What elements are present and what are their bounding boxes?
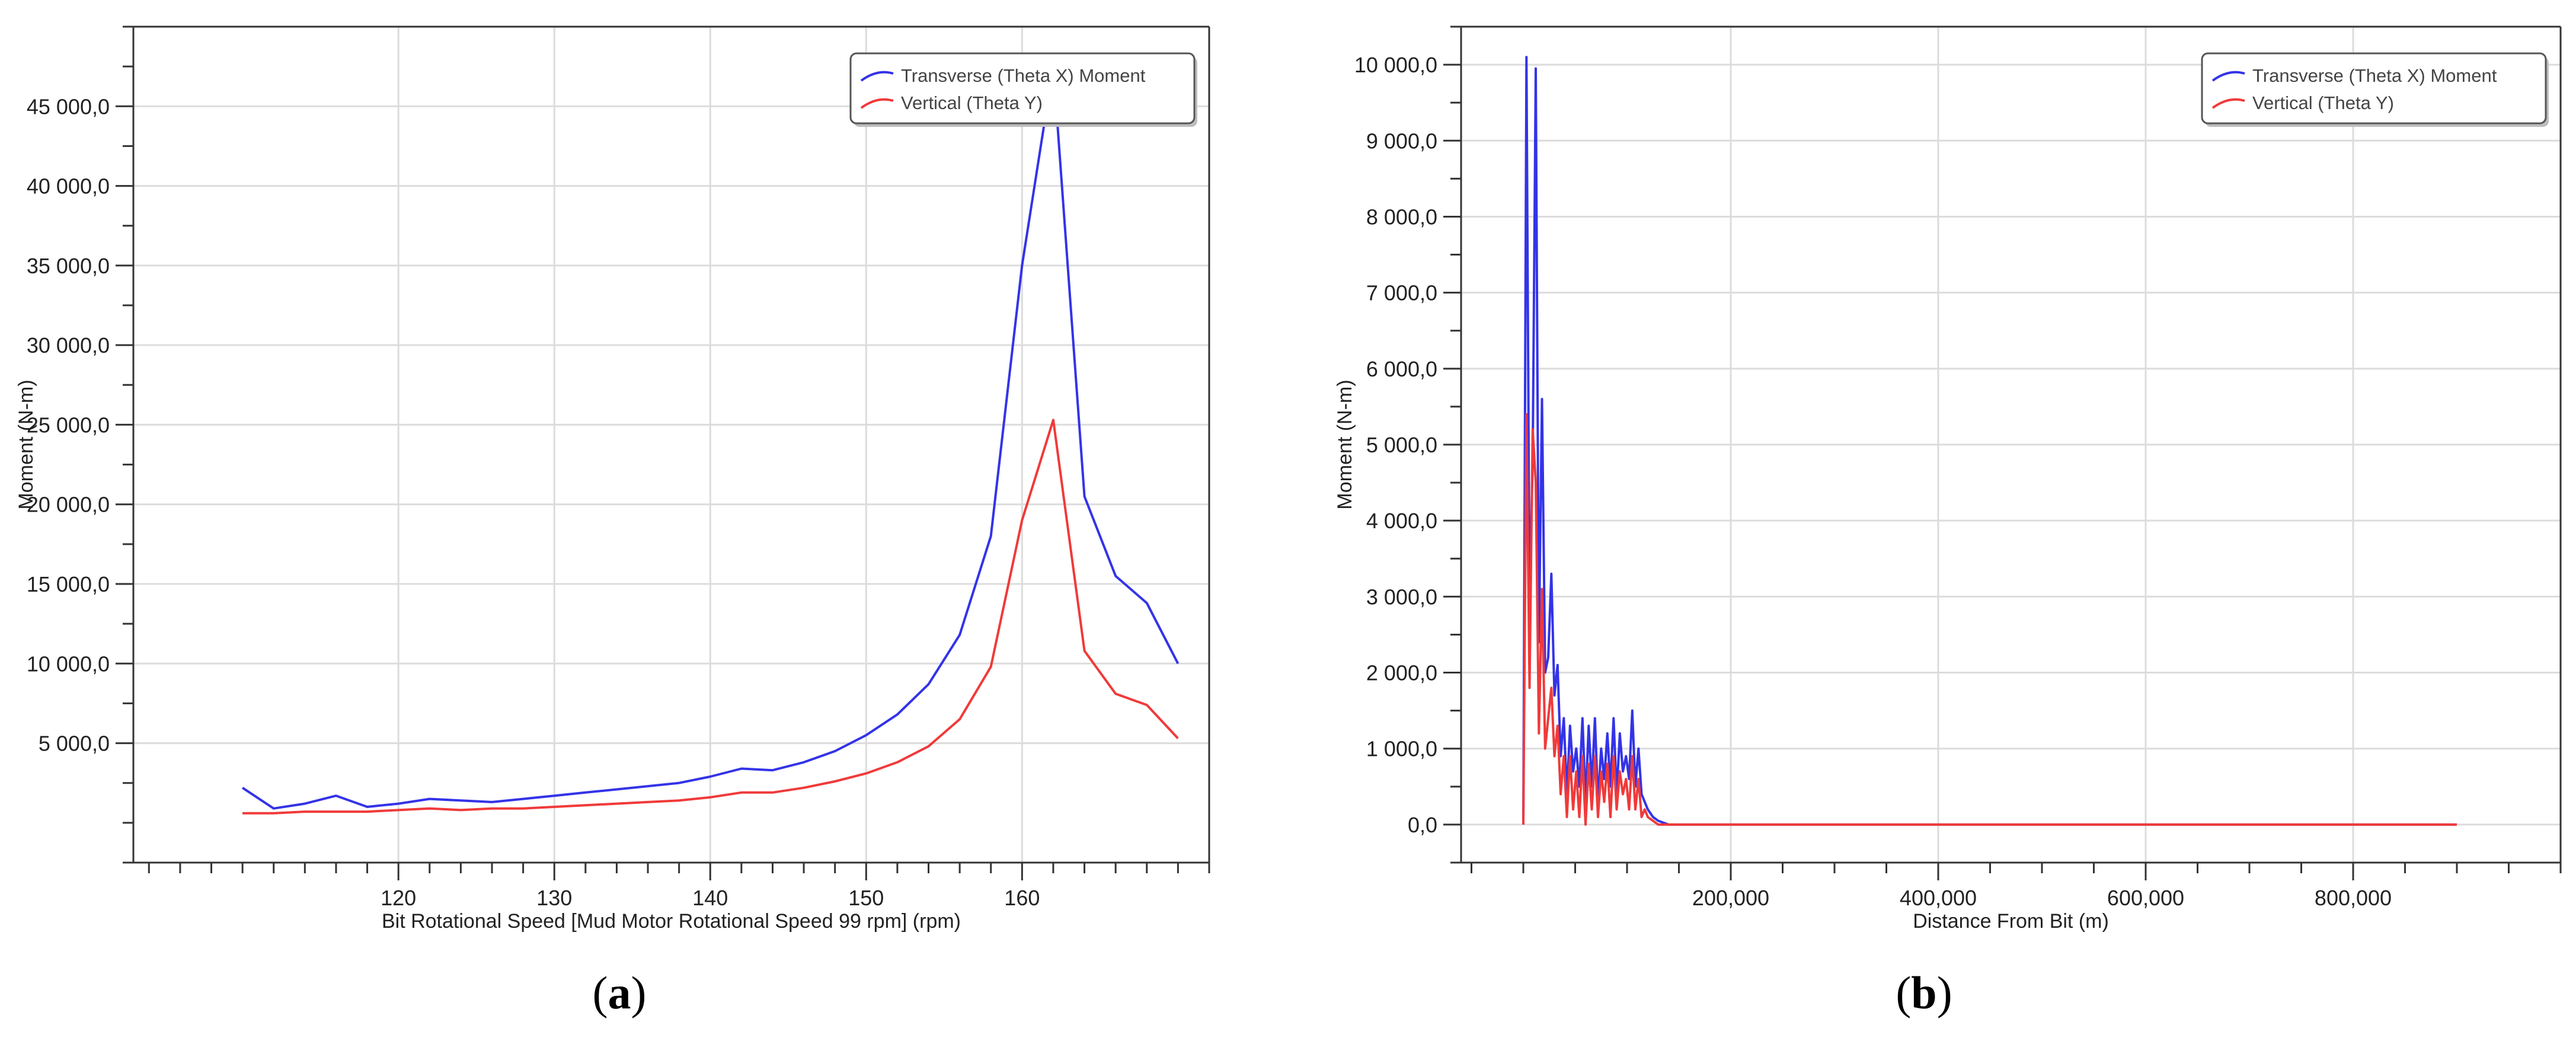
y-tick-label: 1 000,0 xyxy=(1366,737,1437,761)
legend-label: Vertical (Theta Y) xyxy=(901,92,1043,113)
y-tick-label: 0,0 xyxy=(1408,813,1437,837)
y-tick-label: 45 000,0 xyxy=(27,94,110,119)
y-axis-label: Moment (N-m) xyxy=(15,379,37,509)
legend-label: Transverse (Theta X) Moment xyxy=(2252,65,2497,86)
x-tick-label: 130 xyxy=(536,886,572,910)
x-tick-label: 200,000 xyxy=(1692,886,1769,910)
chart-a: 5 000,0 10 000,0 15 000,0 20 000,0 25 000,0 3… xyxy=(15,25,1210,933)
legend xyxy=(849,52,1196,124)
y-tick-label: 9 000,0 xyxy=(1366,129,1437,153)
y-tick-label: 35 000,0 xyxy=(27,254,110,278)
series-line-vertical xyxy=(1522,413,2457,826)
legend-swatch xyxy=(860,71,894,82)
x-tick-label: 120 xyxy=(381,886,416,910)
plot-area xyxy=(133,27,1209,863)
y-tick-label: 40 000,0 xyxy=(27,174,110,199)
x-tick-label: 800,000 xyxy=(2315,886,2392,910)
x-axis-label: Distance From Bit (m) xyxy=(1913,910,2109,933)
y-tick-label: 10 000,0 xyxy=(27,652,110,676)
x-axis-label: Bit Rotational Speed [Mud Motor Rotation… xyxy=(382,910,961,933)
y-tick-label: 2 000,0 xyxy=(1366,661,1437,685)
y-tick-label: 15 000,0 xyxy=(27,572,110,596)
legend-swatch xyxy=(860,98,894,109)
y-tick-label: 30 000,0 xyxy=(27,333,110,357)
caption-b: (b) xyxy=(1896,967,1952,1019)
y-tick-label: 8 000,0 xyxy=(1366,205,1437,229)
x-tick-label: 140 xyxy=(692,886,728,910)
legend xyxy=(2201,52,2547,124)
legend-label: Vertical (Theta Y) xyxy=(2252,92,2394,113)
y-tick-label: 5 000,0 xyxy=(1366,433,1437,457)
series-line-vertical xyxy=(242,419,1179,815)
series-line-transverse xyxy=(241,65,1180,810)
y-tick-label: 20 000,0 xyxy=(27,493,110,517)
x-tick-label: 400,000 xyxy=(1900,886,1977,910)
y-tick-label: 3 000,0 xyxy=(1366,585,1437,609)
x-tick-label: 600,000 xyxy=(2107,886,2184,910)
y-tick-label: 5 000,0 xyxy=(39,732,110,756)
y-tick-label: 7 000,0 xyxy=(1366,281,1437,305)
x-tick-label: 150 xyxy=(848,886,884,910)
y-tick-label: 6 000,0 xyxy=(1366,357,1437,381)
legend-swatch xyxy=(2211,98,2245,109)
caption-a: (a) xyxy=(592,967,647,1019)
y-tick-label: 25 000,0 xyxy=(27,413,110,437)
chart-b: 0,0 1 000,0 2 000,0 3 000,0 4 000,0 5 000,0 6 … xyxy=(1334,25,2562,933)
legend-label: Transverse (Theta X) Moment xyxy=(901,65,1146,86)
y-tick-label: 4 000,0 xyxy=(1366,509,1437,533)
y-axis-label: Moment (N-m) xyxy=(1334,379,1356,509)
legend-swatch xyxy=(2211,71,2245,82)
y-tick-label: 10 000,0 xyxy=(1354,53,1437,77)
x-tick-label: 160 xyxy=(1004,886,1040,910)
